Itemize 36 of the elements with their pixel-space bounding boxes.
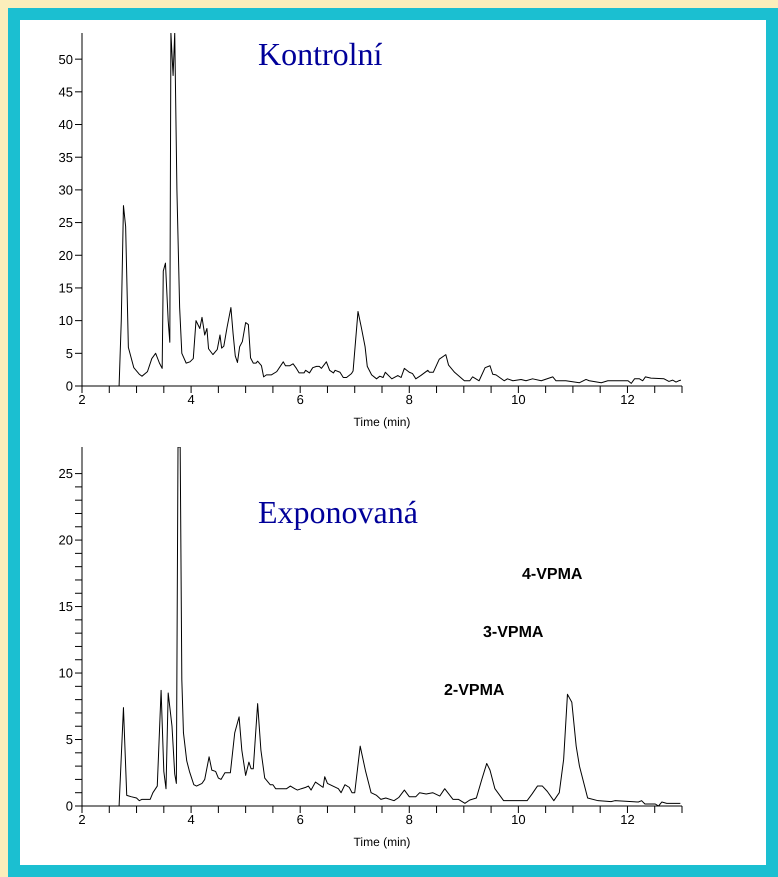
y-tick-label: 0 bbox=[66, 378, 73, 394]
y-tick-label: 20 bbox=[58, 532, 73, 548]
x-tick-label: 8 bbox=[406, 392, 413, 408]
y-tick-label: 45 bbox=[58, 84, 73, 100]
annotation: 3-VPMA bbox=[483, 624, 544, 642]
y-tick-label: 5 bbox=[66, 346, 73, 361]
y-tick-label: 25 bbox=[58, 215, 73, 230]
x-axis-title: Time (min) bbox=[354, 835, 410, 849]
x-tick-label: 12 bbox=[620, 392, 635, 408]
x-tick-label: 2 bbox=[78, 392, 86, 408]
y-tick-label: 10 bbox=[58, 313, 73, 328]
y-tick-label: 15 bbox=[58, 280, 73, 296]
y-tick-label: 50 bbox=[58, 52, 73, 67]
x-tick-label: 4 bbox=[187, 392, 195, 408]
annotation: 2-VPMA bbox=[444, 682, 504, 700]
x-tick-label: 10 bbox=[511, 812, 526, 828]
x-tick-label: 4 bbox=[187, 812, 195, 828]
y-tick-label: 15 bbox=[58, 599, 73, 614]
y-tick-label: 25 bbox=[58, 466, 73, 482]
x-tick-label: 12 bbox=[620, 812, 635, 828]
y-tick-label: 20 bbox=[58, 248, 73, 263]
y-tick-label: 10 bbox=[58, 666, 73, 681]
chart-title: Kontrolní bbox=[258, 36, 382, 73]
y-tick-label: 5 bbox=[66, 732, 73, 748]
y-tick-label: 30 bbox=[58, 182, 73, 198]
y-tick-label: 35 bbox=[58, 150, 73, 165]
text: Exponovaná bbox=[258, 494, 418, 531]
x-tick-label: 8 bbox=[406, 812, 413, 828]
x-axis-title: Time (min) bbox=[354, 415, 410, 429]
x-tick-label: 6 bbox=[296, 812, 304, 828]
y-tick-label: 0 bbox=[66, 798, 73, 814]
y-tick-label: 40 bbox=[58, 117, 73, 132]
x-tick-label: 6 bbox=[296, 392, 304, 408]
annotation: 4-VPMA bbox=[522, 566, 582, 584]
x-tick-label: 10 bbox=[511, 392, 526, 408]
x-tick-label: 2 bbox=[78, 812, 86, 828]
